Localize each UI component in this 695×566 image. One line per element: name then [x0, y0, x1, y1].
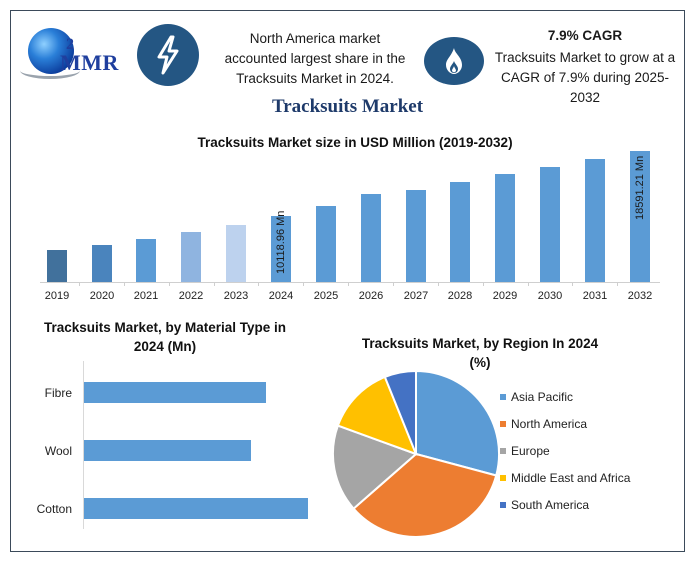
bar-2019 [47, 250, 67, 282]
legend-middle-east-africa: Middle East and Africa [500, 471, 630, 485]
lightning-bolt-icon [137, 24, 199, 86]
region-title-line2: (%) [469, 355, 491, 370]
label-cotton: Cotton [36, 502, 72, 516]
region-title-line1: Tracksuits Market, by Region In 2024 [361, 336, 599, 351]
x-tick [79, 282, 80, 286]
x-label-2028: 2028 [447, 290, 473, 302]
y-axis-line [83, 361, 84, 529]
bar-wool [84, 440, 251, 461]
legend-swatch-middle-east-africa [500, 475, 506, 481]
info-left-line2: accounted largest share in the [224, 51, 406, 66]
info-north-america: North America market accounted largest s… [212, 29, 418, 89]
bar-2032 [630, 151, 650, 282]
bar-2023 [226, 225, 246, 282]
material-title-line1: Tracksuits Market, by Material Type in [43, 320, 287, 335]
x-tick [169, 282, 170, 286]
bar-2020 [92, 245, 112, 282]
x-label-2027: 2027 [403, 290, 429, 302]
region-pie-chart [331, 369, 501, 538]
info-left-line1: North America market [249, 31, 381, 46]
info-cagr: 7.9% CAGR Tracksuits Market to grow at a… [486, 26, 684, 108]
legend-swatch-europe [500, 448, 506, 454]
legend-label: Asia Pacific [511, 390, 574, 404]
bar-2026 [361, 194, 381, 282]
x-tick [572, 282, 573, 286]
slice-south-america [383, 369, 417, 455]
flame-icon [424, 37, 484, 85]
bar-2028 [450, 182, 470, 282]
x-axis-line [40, 282, 660, 283]
market-size-chart-title: Tracksuits Market size in USD Million (2… [197, 135, 513, 150]
bar-2029 [495, 174, 515, 282]
slice-north-america [352, 452, 498, 538]
logo-superscript: 2 [66, 36, 74, 53]
infographic-frame [10, 10, 685, 552]
legend-north-america: North America [500, 417, 587, 431]
label-fibre: Fibre [44, 386, 72, 400]
info-right-line2: CAGR of 7.9% during 2025-2032 [500, 70, 670, 105]
slice-middle-east-africa [336, 375, 418, 456]
bar-2031 [585, 159, 605, 282]
cagr-title: 7.9% CAGR [547, 28, 623, 43]
legend-label: Middle East and Africa [511, 471, 631, 485]
bar-label-2032: 18591.21 Mn [634, 155, 646, 220]
logo-text: MMR [60, 50, 119, 75]
x-label-2024: 2024 [268, 290, 294, 302]
x-tick [258, 282, 259, 286]
x-tick [483, 282, 484, 286]
globe-icon [28, 28, 74, 74]
x-label-2031: 2031 [582, 290, 608, 302]
x-label-2022: 2022 [178, 290, 204, 302]
x-tick [528, 282, 529, 286]
legend-asia-pacific: Asia Pacific [500, 390, 573, 404]
bar-2021 [136, 239, 156, 282]
info-left-line3: Tracksuits Market in 2024. [236, 71, 394, 86]
x-tick [214, 282, 215, 286]
x-label-2026: 2026 [358, 290, 384, 302]
label-wool: Wool [44, 444, 72, 458]
bar-label-2024: 10118.96 Mn [275, 210, 287, 274]
legend-label: South America [511, 498, 590, 512]
bar-cotton [84, 498, 308, 519]
x-label-2025: 2025 [313, 290, 339, 302]
bar-2024 [271, 216, 291, 282]
x-tick [348, 282, 349, 286]
bar-2030 [540, 167, 560, 282]
page-title: Tracksuits Market [271, 96, 424, 117]
slice-asia-pacific [415, 369, 501, 477]
x-tick [303, 282, 304, 286]
x-tick [438, 282, 439, 286]
bar-fibre [84, 382, 266, 403]
bar-2022 [181, 232, 201, 282]
legend-label: Europe [511, 444, 550, 458]
x-tick [617, 282, 618, 286]
info-right-line1: Tracksuits Market to grow at a [494, 50, 676, 65]
legend-europe: Europe [500, 444, 550, 458]
bar-2027 [406, 190, 426, 282]
x-label-2023: 2023 [223, 290, 249, 302]
material-chart-title: Tracksuits Market, by Material Type in 2… [20, 318, 310, 356]
legend-swatch-asia-pacific [500, 394, 506, 400]
logo-swoosh [20, 62, 80, 79]
legend-swatch-north-america [500, 421, 506, 427]
region-chart-title: Tracksuits Market, by Region In 2024 (%) [350, 334, 610, 372]
x-tick [393, 282, 394, 286]
slice-europe [331, 424, 418, 511]
x-label-2030: 2030 [537, 290, 563, 302]
material-title-line2: 2024 (Mn) [133, 339, 197, 354]
x-label-2020: 2020 [89, 290, 115, 302]
legend-label: North America [511, 417, 588, 431]
x-label-2021: 2021 [133, 290, 159, 302]
x-label-2032: 2032 [627, 290, 653, 302]
legend-swatch-south-america [500, 502, 506, 508]
x-label-2029: 2029 [492, 290, 518, 302]
legend-south-america: South America [500, 498, 589, 512]
x-label-2019: 2019 [44, 290, 70, 302]
x-tick [124, 282, 125, 286]
bar-2025 [316, 206, 336, 282]
